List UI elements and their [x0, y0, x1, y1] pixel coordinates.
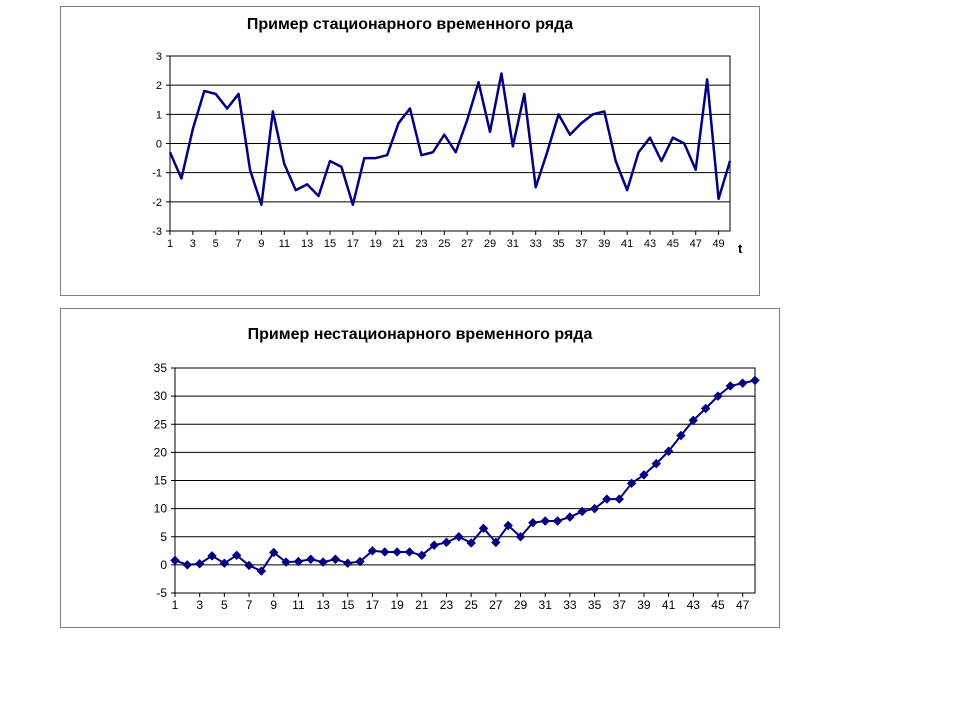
chart2-panel: Пример нестационарного временного ряда -… — [60, 308, 780, 628]
svg-text:15: 15 — [324, 238, 336, 250]
svg-text:45: 45 — [711, 598, 725, 612]
svg-text:0: 0 — [156, 139, 162, 151]
svg-text:33: 33 — [530, 238, 542, 250]
svg-text:41: 41 — [621, 238, 633, 250]
chart2-svg: -505101520253035135791113151719212325272… — [60, 308, 780, 628]
svg-text:25: 25 — [464, 598, 478, 612]
svg-text:25: 25 — [438, 238, 450, 250]
svg-text:13: 13 — [301, 238, 313, 250]
svg-text:39: 39 — [637, 598, 651, 612]
svg-text:5: 5 — [221, 598, 228, 612]
svg-text:10: 10 — [154, 502, 168, 516]
svg-text:2: 2 — [156, 80, 162, 92]
svg-text:15: 15 — [341, 598, 355, 612]
svg-text:0: 0 — [160, 558, 167, 572]
svg-text:13: 13 — [316, 598, 330, 612]
svg-text:1: 1 — [172, 598, 179, 612]
svg-text:20: 20 — [154, 445, 168, 459]
chart1-x-axis-label: t — [738, 241, 742, 256]
svg-text:-5: -5 — [156, 586, 167, 600]
svg-text:7: 7 — [236, 238, 242, 250]
svg-text:-1: -1 — [152, 168, 162, 180]
svg-text:19: 19 — [390, 598, 404, 612]
svg-text:11: 11 — [292, 598, 305, 612]
svg-text:21: 21 — [392, 238, 404, 250]
svg-text:5: 5 — [160, 530, 167, 544]
svg-text:29: 29 — [484, 238, 496, 250]
svg-text:43: 43 — [687, 598, 701, 612]
svg-text:15: 15 — [154, 474, 168, 488]
svg-text:31: 31 — [539, 598, 553, 612]
svg-text:43: 43 — [644, 238, 656, 250]
svg-text:3: 3 — [190, 238, 196, 250]
svg-text:23: 23 — [415, 238, 427, 250]
svg-text:1: 1 — [167, 238, 173, 250]
svg-text:35: 35 — [154, 361, 168, 375]
svg-text:47: 47 — [736, 598, 750, 612]
svg-text:-2: -2 — [152, 197, 162, 209]
svg-text:29: 29 — [514, 598, 528, 612]
svg-text:9: 9 — [258, 238, 264, 250]
svg-text:5: 5 — [213, 238, 219, 250]
svg-text:17: 17 — [366, 598, 380, 612]
svg-text:27: 27 — [489, 598, 503, 612]
svg-text:35: 35 — [588, 598, 602, 612]
svg-text:11: 11 — [279, 238, 290, 250]
svg-text:23: 23 — [440, 598, 454, 612]
stage: Пример стационарного временного ряда -3-… — [0, 0, 960, 720]
svg-text:49: 49 — [712, 238, 724, 250]
svg-text:39: 39 — [598, 238, 610, 250]
svg-text:47: 47 — [690, 238, 702, 250]
svg-text:27: 27 — [461, 238, 473, 250]
svg-text:21: 21 — [415, 598, 429, 612]
svg-text:3: 3 — [156, 51, 162, 63]
svg-text:45: 45 — [667, 238, 679, 250]
svg-text:3: 3 — [196, 598, 203, 612]
svg-text:37: 37 — [613, 598, 627, 612]
svg-text:33: 33 — [563, 598, 577, 612]
svg-text:1: 1 — [156, 109, 162, 121]
svg-text:35: 35 — [552, 238, 564, 250]
svg-text:7: 7 — [246, 598, 253, 612]
svg-text:37: 37 — [575, 238, 587, 250]
svg-text:19: 19 — [370, 238, 382, 250]
svg-text:-3: -3 — [152, 226, 162, 238]
svg-text:25: 25 — [154, 417, 168, 431]
svg-text:17: 17 — [347, 238, 359, 250]
svg-text:30: 30 — [154, 389, 168, 403]
chart1-svg: -3-2-10123135791113151719212325272931333… — [60, 6, 760, 296]
svg-text:9: 9 — [270, 598, 277, 612]
chart1-panel: Пример стационарного временного ряда -3-… — [60, 6, 760, 296]
svg-text:41: 41 — [662, 598, 676, 612]
svg-text:31: 31 — [507, 238, 519, 250]
